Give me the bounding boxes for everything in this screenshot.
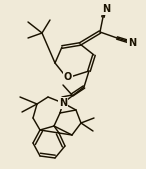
Text: N: N (102, 4, 110, 14)
Text: N: N (59, 98, 67, 108)
Text: O: O (64, 72, 72, 82)
Text: N: N (128, 38, 136, 48)
